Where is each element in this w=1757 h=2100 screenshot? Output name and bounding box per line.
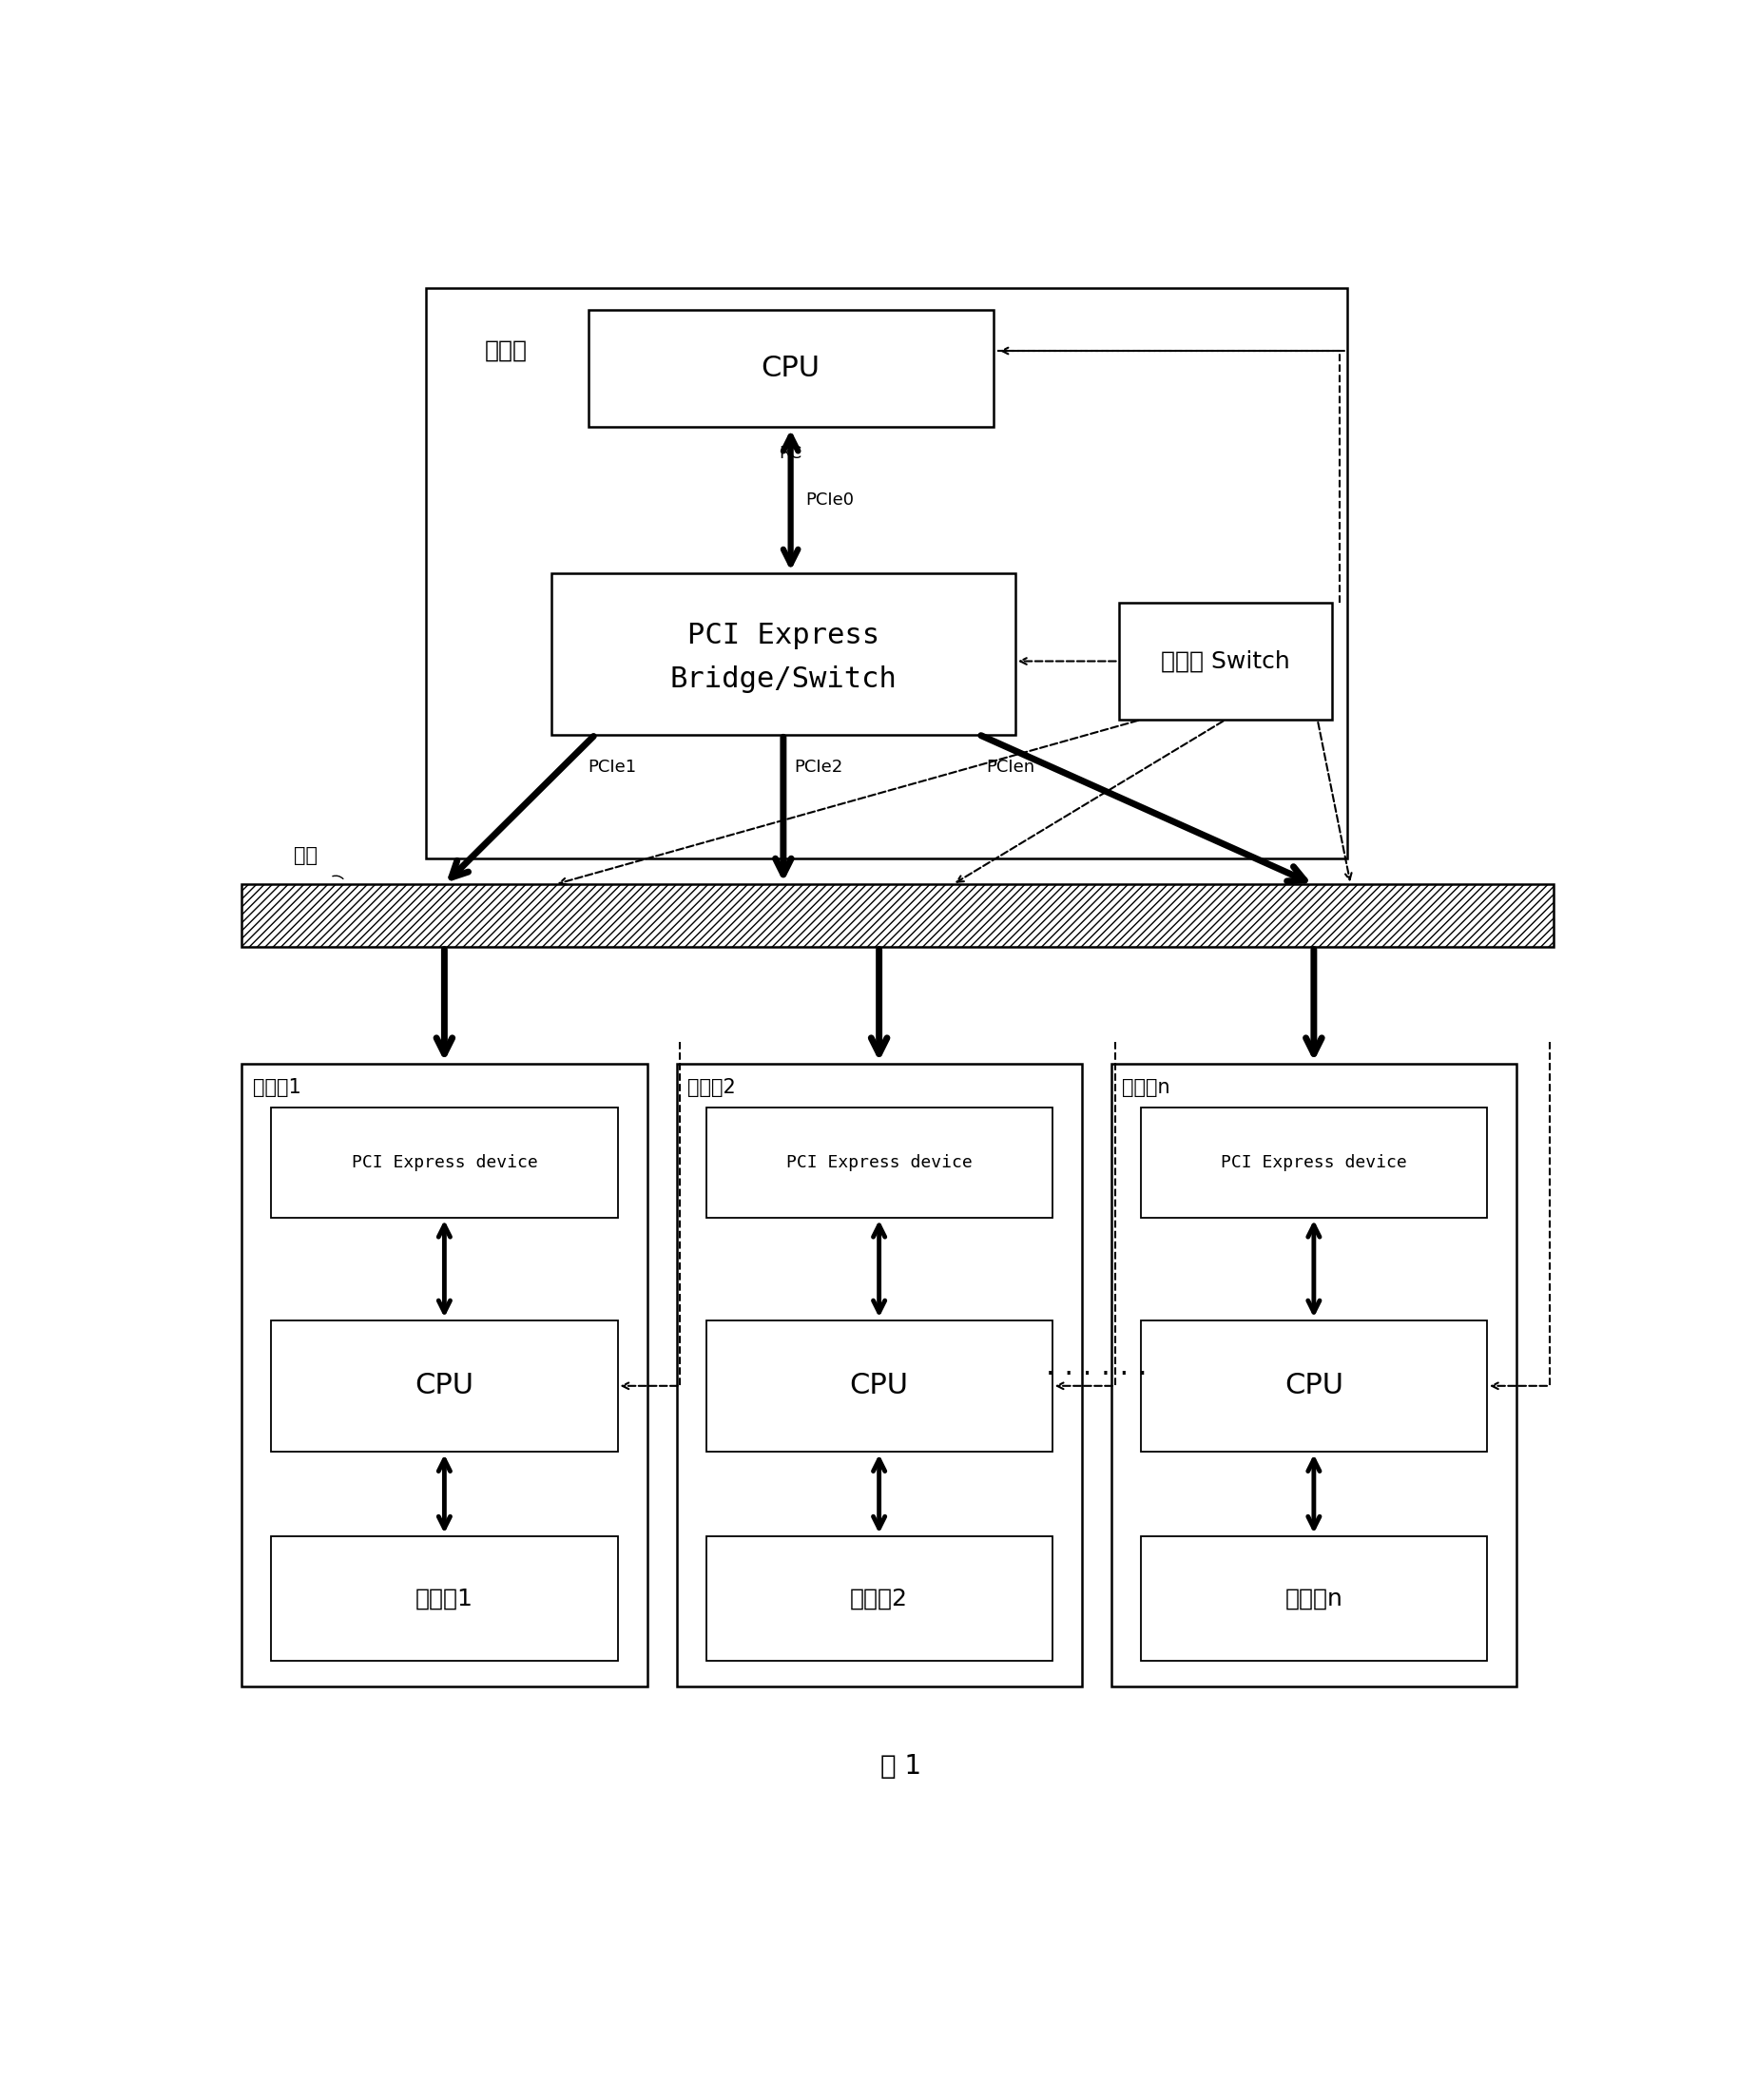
- Text: PCIen: PCIen: [986, 758, 1035, 775]
- Bar: [676, 1065, 1082, 1686]
- Text: 图 1: 图 1: [880, 1753, 921, 1781]
- Text: 业务板2: 业务板2: [687, 1079, 736, 1098]
- Text: PCI Express device: PCI Express device: [1221, 1155, 1407, 1172]
- Text: 接口板2: 接口板2: [850, 1588, 908, 1609]
- Text: 业务板n: 业务板n: [1123, 1079, 1170, 1098]
- Text: PCI Express device: PCI Express device: [351, 1155, 538, 1172]
- Text: 以太网 Switch: 以太网 Switch: [1161, 649, 1290, 672]
- Text: CPU: CPU: [761, 355, 821, 382]
- Bar: [706, 1321, 1052, 1451]
- Text: PCI Express device: PCI Express device: [785, 1155, 972, 1172]
- Text: PCIe1: PCIe1: [589, 758, 636, 775]
- Bar: [271, 1535, 617, 1661]
- Text: CPU: CPU: [415, 1371, 474, 1401]
- Bar: [1140, 1535, 1486, 1661]
- Bar: [242, 1065, 647, 1686]
- Bar: [706, 1535, 1052, 1661]
- Text: 背板: 背板: [293, 846, 316, 865]
- Text: · · · · · ·: · · · · · ·: [1045, 1361, 1147, 1388]
- Bar: [552, 573, 1016, 735]
- Text: 接口板1: 接口板1: [415, 1588, 473, 1609]
- Text: 接口板n: 接口板n: [1284, 1588, 1342, 1609]
- Bar: [1140, 1107, 1486, 1218]
- Text: PCIe0: PCIe0: [805, 491, 854, 508]
- Bar: [706, 1107, 1052, 1218]
- Text: 主控板: 主控板: [485, 338, 527, 361]
- Bar: [1140, 1321, 1486, 1451]
- Bar: [242, 884, 1553, 947]
- Text: CPU: CPU: [850, 1371, 908, 1401]
- Text: PCIe2: PCIe2: [794, 758, 843, 775]
- Bar: [271, 1321, 617, 1451]
- Bar: [271, 1107, 617, 1218]
- Text: 业务板1: 业务板1: [253, 1079, 300, 1098]
- Text: RC: RC: [778, 445, 803, 462]
- Text: Bridge/Switch: Bridge/Switch: [669, 666, 896, 693]
- Bar: [589, 311, 993, 426]
- Text: CPU: CPU: [1284, 1371, 1344, 1401]
- Bar: [1119, 603, 1332, 720]
- Bar: [1110, 1065, 1516, 1686]
- Text: PCI Express: PCI Express: [687, 622, 880, 649]
- Bar: [425, 288, 1348, 859]
